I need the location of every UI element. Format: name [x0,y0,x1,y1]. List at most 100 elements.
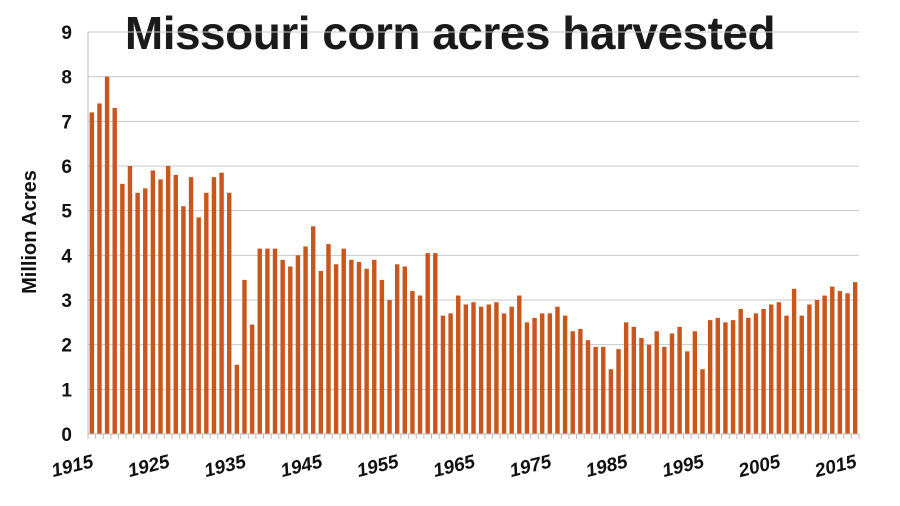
bar [356,262,362,434]
y-tick-label: 3 [61,291,72,312]
bar [570,331,575,434]
bar [456,295,461,434]
bar [326,244,331,434]
x-tick-label: 2005 [735,451,782,482]
bar [700,369,705,434]
bar [372,259,377,434]
bar [135,192,140,434]
x-tick-label: 1955 [355,451,402,482]
y-tick-label: 8 [61,68,72,89]
bar [692,331,698,434]
x-tick-label: 1985 [584,451,631,482]
bar [417,295,423,434]
bar [746,317,751,434]
bar [623,322,629,434]
bar [555,306,560,434]
bar [127,166,133,434]
bar [173,174,179,434]
bar [532,317,537,434]
bar [272,248,278,434]
y-tick-label: 4 [61,246,72,267]
y-tick-label: 7 [61,112,72,133]
x-tick-label: 1935 [202,451,249,482]
bar [97,103,102,434]
bar [601,346,606,434]
axes [87,32,860,439]
bar [211,177,217,434]
bar [188,177,194,434]
bar [707,320,713,434]
bar [616,349,621,434]
bar [830,286,835,434]
bar [303,246,308,434]
bar [799,315,804,434]
bar [654,331,659,434]
bar [837,291,843,434]
bar [807,304,812,434]
bar [822,295,827,434]
bar [158,179,163,434]
x-tick-label: 2015 [812,451,859,482]
bar [448,313,453,434]
bar [730,320,736,434]
bar [242,279,247,434]
bar [547,313,553,434]
bar [104,76,110,435]
bar [394,264,400,434]
bar [295,255,301,434]
y-tick-label: 2 [61,336,72,357]
bar [120,183,125,434]
bar [524,322,530,434]
bar [677,326,682,434]
bar [249,324,255,434]
bar [89,112,95,435]
bar [784,315,789,434]
bar [234,364,240,434]
bar [471,302,476,434]
bar [639,337,644,434]
y-tick-label: 9 [61,23,72,44]
bar [646,344,652,434]
chart-title: Missouri corn acres harvested [124,7,776,59]
y-tick-label: 1 [61,380,72,401]
bar [280,259,285,434]
bar [425,253,430,434]
bar [219,172,224,434]
bar [165,166,171,434]
bar [387,300,392,434]
bar [440,315,446,434]
bar [585,340,591,434]
bar [196,217,201,434]
y-tick-label: 5 [61,202,72,223]
x-tick-label: 1915 [49,451,96,482]
bar [539,313,545,434]
bar [486,304,491,434]
bar [265,248,270,434]
bar [509,306,514,434]
x-tick-label: 1975 [507,451,554,482]
bar [402,266,408,434]
bar [364,268,369,434]
x-tick-label: 1995 [660,451,707,482]
bar [333,264,339,434]
bar [379,279,385,434]
bar [478,306,484,434]
bar [501,313,507,434]
y-tick-label: 0 [61,425,72,446]
bar [143,188,148,434]
bar [410,291,415,434]
bar [761,308,766,434]
y-axis-label: Million Acres [19,170,41,294]
bar [723,322,728,434]
bar [181,206,186,434]
bar [112,107,117,434]
bar [349,259,354,434]
bar [662,346,667,434]
bar [463,304,469,434]
bars [89,76,858,435]
bar [318,270,324,434]
bar [517,295,522,434]
bar [791,288,797,434]
bar [257,248,262,434]
